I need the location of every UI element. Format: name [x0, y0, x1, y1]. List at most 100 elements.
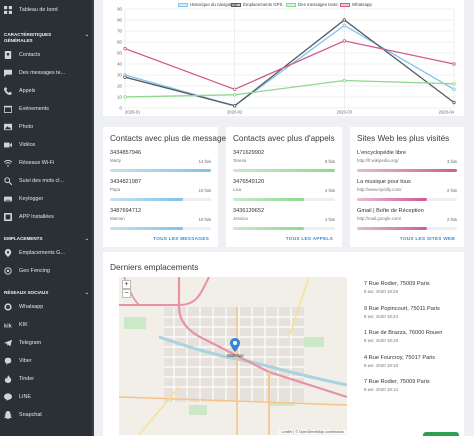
- item-secondary-text: Papa: [110, 187, 121, 192]
- item-secondary-text: http://www.spotify.com/: [357, 187, 402, 192]
- sidebar-item-keyword[interactable]: Suivi des mots cl...: [0, 172, 94, 190]
- line-icon: [4, 393, 12, 401]
- location-map[interactable]: + − Waterloo Leaflet | © OpenStreetMap c…: [119, 277, 347, 435]
- data-point: [232, 93, 237, 97]
- green-action-button[interactable]: [423, 432, 459, 436]
- sidebar-item-line[interactable]: LINE: [0, 388, 94, 406]
- sidebar-item-label: Suivi des mots cl...: [19, 178, 64, 184]
- sidebar-item-calendar[interactable]: Événements: [0, 100, 94, 118]
- list-item[interactable]: La musique pour tous http://www.spotify.c…: [357, 179, 457, 201]
- item-primary-text: 3436139652: [233, 208, 265, 214]
- count-bar: [233, 169, 335, 172]
- sidebar-item-viber[interactable]: Viber: [0, 352, 94, 370]
- count-badge: 6 fois: [324, 159, 335, 164]
- sidebar-item-phone[interactable]: Appels: [0, 82, 94, 100]
- y-tick-label: 10: [117, 95, 122, 100]
- series-line: [124, 40, 455, 91]
- map-zoom-out-button[interactable]: −: [122, 289, 131, 298]
- legend-item[interactable]: Des messages texte: [286, 2, 338, 7]
- location-address: 7 Rue Rodier, 75009 Paris: [364, 379, 430, 385]
- list-item[interactable]: 3434857946 Marty 14 fois: [110, 150, 211, 172]
- count-badge: 4 fois: [324, 217, 335, 222]
- all-websites-link[interactable]: TOUS LES SITES WEB: [399, 237, 455, 242]
- sidebar-item-label: Contacts: [19, 52, 41, 58]
- sidebar-item-photo[interactable]: Photo: [0, 118, 94, 136]
- list-item[interactable]: L'encyclopédie libre http://fr.wikipedia.…: [357, 150, 457, 172]
- viber-icon: [4, 357, 12, 365]
- sidebar-item-location-pin[interactable]: Emplacements G...: [0, 244, 94, 262]
- map-marker-icon[interactable]: [230, 338, 240, 352]
- list-item[interactable]: 3434821987 Papa 10 fois: [110, 179, 211, 201]
- sidebar-item-apps[interactable]: APP Installées: [0, 208, 94, 226]
- list-item[interactable]: 3471629902 Teresa 6 fois: [233, 150, 335, 172]
- sidebar-item-message[interactable]: Des messages te...: [0, 64, 94, 82]
- location-address: 4 Rue Fourcroy, 75017 Paris: [364, 354, 436, 361]
- sidebar-item-label: Geo Fencing: [19, 268, 50, 274]
- legend-label: Des messages texte: [298, 2, 338, 7]
- item-secondary-text: Lisa: [233, 187, 242, 192]
- map-zoom-in-button[interactable]: +: [122, 280, 131, 289]
- data-point: [232, 104, 237, 108]
- sidebar-section-header[interactable]: Réseaux sociaux ⌄: [0, 286, 94, 298]
- sidebar-item-label: Tableau de bord: [19, 7, 58, 13]
- data-point: [452, 87, 456, 91]
- sidebar-item-video[interactable]: Vidéos: [0, 136, 94, 154]
- legend-swatch: [178, 2, 188, 7]
- list-item[interactable]: 3476549120 Lisa 4 fois: [233, 179, 335, 201]
- count-bar-fill: [110, 169, 211, 172]
- legend-item[interactable]: Historique du navigateur: [178, 2, 238, 7]
- count-bar: [233, 198, 335, 201]
- count-badge: 3 fois: [446, 159, 457, 164]
- tinder-icon: [4, 375, 12, 383]
- location-address: 7 Rue Rodier, 75009 Paris: [364, 281, 430, 287]
- item-secondary-text: Teresa: [233, 158, 247, 163]
- list-item[interactable]: 3487694712 Maman 10 fois: [110, 208, 211, 230]
- sidebar-item-label: APP Installées: [19, 214, 54, 220]
- location-list-item[interactable]: 7 Rue Rodier, 75009 Paris 9 avr. 2020 18:…: [364, 379, 430, 392]
- list-item[interactable]: Gmail | Boîte de Réception http://mail.go…: [357, 208, 457, 230]
- list-item[interactable]: 3436139652 Jessica 4 fois: [233, 208, 335, 230]
- location-list-item[interactable]: 9 Rue Popincourt, 75011 Paris 9 avr. 2020…: [364, 306, 440, 319]
- top-call-contacts-card: Contacts avec plus d'appels 3471629902 Te…: [226, 127, 342, 247]
- all-messages-link[interactable]: TOUS LES MESSAGES: [153, 237, 209, 242]
- sidebar-item-whatsapp[interactable]: Whatsapp: [0, 298, 94, 316]
- y-tick-label: 80: [117, 18, 122, 23]
- location-list-item[interactable]: 1 Rue de Brazza, 76000 Rouen 9 avr. 2020 …: [364, 330, 442, 343]
- location-pin-icon: [4, 249, 12, 257]
- data-point: [123, 95, 127, 99]
- legend-item[interactable]: Whatsapp: [340, 2, 372, 7]
- sidebar-item-dashboard[interactable]: Tableau de bord: [0, 1, 94, 19]
- location-list-item[interactable]: 7 Rue Rodier, 75009 Paris 9 avr. 2020 18:…: [364, 281, 430, 294]
- sidebar-scrollbar[interactable]: [92, 0, 94, 436]
- count-bar-fill: [110, 198, 183, 201]
- sidebar-item-geofence[interactable]: Geo Fencing: [0, 262, 94, 280]
- location-list-item[interactable]: 4 Rue Fourcroy, 75017 Paris 9 avr. 2020 1…: [364, 355, 435, 368]
- phone-icon: [4, 87, 12, 95]
- all-calls-link[interactable]: TOUS LES APPELS: [285, 237, 333, 242]
- dashboard-icon: [4, 6, 12, 14]
- count-bar-fill: [110, 227, 183, 230]
- kik-icon: kik: [4, 321, 12, 329]
- legend-item[interactable]: Emplacements GPS: [231, 2, 283, 7]
- sidebar-section-header[interactable]: Emplacements ⌄: [0, 232, 94, 244]
- sidebar-item-tinder[interactable]: Tinder: [0, 370, 94, 388]
- y-tick-label: 70: [117, 29, 122, 34]
- item-secondary-text: Marty: [110, 158, 121, 163]
- sidebar-item-label: Snapchat: [19, 412, 42, 418]
- sidebar-item-telegram[interactable]: Telegram: [0, 334, 94, 352]
- sidebar-section-title: Caractéristiques générales: [4, 32, 52, 43]
- sidebar-item-kik[interactable]: kik KIK: [0, 316, 94, 334]
- sidebar-item-keyboard[interactable]: Keylogger: [0, 190, 94, 208]
- wifi-icon: [4, 159, 12, 167]
- sidebar-item-wifi[interactable]: Réseaux Wi-Fi: [0, 154, 94, 172]
- sidebar-item-snapchat[interactable]: Snapchat: [0, 406, 94, 424]
- data-point: [342, 18, 347, 22]
- sidebar-section-title: Réseaux sociaux: [4, 290, 49, 295]
- sidebar-item-label: Tinder: [19, 376, 35, 382]
- sidebar-section-header[interactable]: Caractéristiques générales ⌄: [0, 28, 94, 46]
- sidebar-item-label: Appels: [19, 88, 36, 94]
- map-attribution[interactable]: Leaflet | © OpenStreetMap contributors: [279, 430, 346, 434]
- y-tick-label: 50: [117, 51, 122, 56]
- y-tick-label: 40: [117, 62, 122, 67]
- sidebar-item-contacts[interactable]: Contacts: [0, 46, 94, 64]
